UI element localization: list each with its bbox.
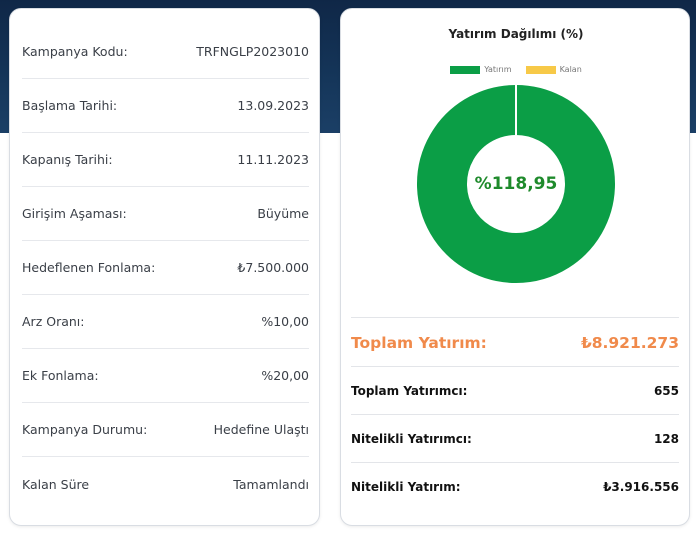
summary-value: 128 xyxy=(653,431,679,446)
summary-label: Nitelikli Yatırım: xyxy=(351,480,461,494)
detail-value: ₺7.500.000 xyxy=(237,260,309,275)
detail-value: 11.11.2023 xyxy=(237,152,309,167)
legend-swatch-remaining xyxy=(525,65,556,74)
chart-title: Yatırım Dağılımı (%) xyxy=(448,27,584,41)
detail-value: 13.09.2023 xyxy=(237,98,309,113)
donut-center-percentage: %118,95 xyxy=(474,174,558,194)
legend-item-investment[interactable]: Yatırım xyxy=(450,65,512,74)
detail-row-start-date: Başlama Tarihi: 13.09.2023 xyxy=(22,79,309,133)
detail-value: %20,00 xyxy=(261,368,309,383)
detail-label: Başlama Tarihi: xyxy=(22,98,118,113)
summary-value: ₺8.921.273 xyxy=(580,333,679,352)
campaign-details-card: Kampanya Kodu: TRFNGLP2023010 Başlama Ta… xyxy=(9,8,320,526)
summary-row-total-investment: Toplam Yatırım: ₺8.921.273 xyxy=(351,319,679,367)
summary-value: 655 xyxy=(653,383,679,398)
summary-label: Nitelikli Yatırımcı: xyxy=(351,431,472,446)
detail-label: Kampanya Durumu: xyxy=(22,422,148,437)
detail-row-target-funding: Hedeflenen Fonlama: ₺7.500.000 xyxy=(22,241,309,295)
detail-label: Arz Oranı: xyxy=(22,314,85,329)
detail-value: Hedefine Ulaştı xyxy=(213,422,309,437)
detail-row-stage: Girişim Aşaması: Büyüme xyxy=(22,187,309,241)
summary-label: Toplam Yatırım: xyxy=(351,333,487,352)
detail-value: TRFNGLP2023010 xyxy=(196,44,309,59)
summary-label: Toplam Yatırımcı: xyxy=(351,383,468,398)
donut-svg xyxy=(417,85,615,283)
detail-label: Kapanış Tarihi: xyxy=(22,152,113,167)
detail-row-offer-rate: Arz Oranı: %10,00 xyxy=(22,295,309,349)
donut-slice-investment[interactable] xyxy=(417,85,615,283)
summary-divider xyxy=(351,317,679,318)
detail-row-remaining-time: Kalan Süre Tamamlandı xyxy=(22,457,309,511)
summary-row-qualified-investors: Nitelikli Yatırımcı: 128 xyxy=(351,415,679,463)
detail-value: Büyüme xyxy=(257,206,309,221)
detail-label: Hedeflenen Fonlama: xyxy=(22,260,156,275)
summary-value: ₺3.916.556 xyxy=(603,480,679,494)
summary-row-total-investors: Toplam Yatırımcı: 655 xyxy=(351,367,679,415)
legend-swatch-investment xyxy=(450,65,481,74)
detail-label: Kalan Süre xyxy=(22,476,90,492)
detail-row-end-date: Kapanış Tarihi: 11.11.2023 xyxy=(22,133,309,187)
legend-label-remaining: Kalan xyxy=(559,65,582,74)
investment-summary-card: Yatırım Dağılımı (%) Yatırım Kalan %118,… xyxy=(340,8,690,526)
donut-chart: %118,95 xyxy=(416,84,616,284)
summary-row-qualified-investment: Nitelikli Yatırım: ₺3.916.556 xyxy=(351,463,679,511)
detail-value: Tamamlandı xyxy=(233,476,309,492)
legend-item-remaining[interactable]: Kalan xyxy=(525,65,582,74)
detail-label: Girişim Aşaması: xyxy=(22,206,127,221)
detail-label: Kampanya Kodu: xyxy=(22,44,128,59)
chart-legend: Yatırım Kalan xyxy=(341,65,691,74)
detail-label: Ek Fonlama: xyxy=(22,368,99,383)
detail-row-extra-funding: Ek Fonlama: %20,00 xyxy=(22,349,309,403)
detail-value: %10,00 xyxy=(261,314,309,329)
legend-label-investment: Yatırım xyxy=(484,65,512,74)
detail-row-campaign-code: Kampanya Kodu: TRFNGLP2023010 xyxy=(22,25,309,79)
detail-row-campaign-status: Kampanya Durumu: Hedefine Ulaştı xyxy=(22,403,309,457)
